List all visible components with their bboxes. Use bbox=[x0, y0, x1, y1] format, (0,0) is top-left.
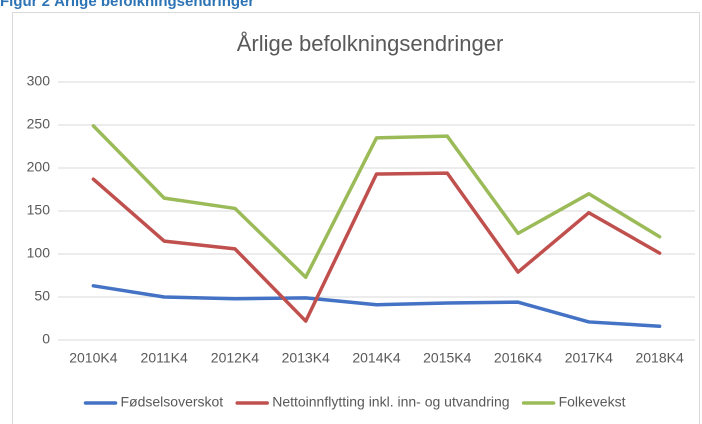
x-tick-label: 2015K4 bbox=[423, 350, 471, 366]
x-tick-label: 2018K4 bbox=[635, 350, 683, 366]
figure-caption: Figur 2 Årlige befolkningsendringer bbox=[0, 0, 254, 10]
y-tick-label: 0 bbox=[42, 331, 50, 347]
x-tick-label: 2014K4 bbox=[352, 350, 400, 366]
x-tick-label: 2010K4 bbox=[69, 350, 117, 366]
legend-label: Folkevekst bbox=[559, 394, 626, 410]
legend-label: Fødselsoverskot bbox=[121, 394, 224, 410]
x-tick-label: 2017K4 bbox=[565, 350, 613, 366]
series-line bbox=[91, 171, 662, 323]
series-line bbox=[91, 124, 662, 279]
x-tick-label: 2013K4 bbox=[282, 350, 330, 366]
y-tick-label: 50 bbox=[34, 288, 50, 304]
x-tick-label: 2016K4 bbox=[494, 350, 542, 366]
legend-label: Nettoinnflytting inkl. inn- og utvandrin… bbox=[272, 394, 509, 410]
chart-title: Årlige befolkningsendringer bbox=[237, 31, 504, 56]
y-tick-label: 200 bbox=[27, 159, 51, 175]
y-tick-label: 150 bbox=[27, 202, 51, 218]
y-tick-label: 300 bbox=[27, 73, 51, 89]
y-tick-label: 250 bbox=[27, 116, 51, 132]
x-tick-label: 2011K4 bbox=[141, 350, 188, 366]
y-tick-label: 100 bbox=[27, 245, 51, 261]
x-tick-label: 2012K4 bbox=[211, 350, 259, 366]
series-line bbox=[91, 284, 662, 328]
